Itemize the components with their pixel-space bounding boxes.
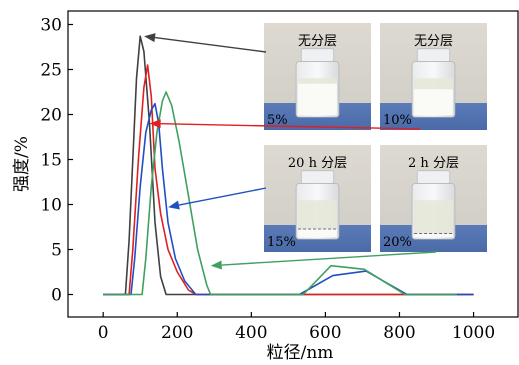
x-tick-label: 800	[383, 323, 415, 343]
photo-label-concentration: 10%	[383, 113, 412, 128]
y-tick-label: 30	[40, 16, 62, 36]
photo-label-status: 2 h 分层	[408, 156, 459, 171]
series-line-3	[103, 102, 474, 296]
bottle-milky-layer	[414, 89, 453, 116]
photo-inset-4: 2 h 分层 20%	[380, 145, 487, 252]
bottle-milky-layer	[298, 83, 337, 116]
bottle-cap	[300, 170, 335, 184]
y-tick-label: 15	[40, 151, 62, 171]
bottle-cap	[300, 48, 335, 62]
photo-label-status: 20 h 分层	[288, 156, 347, 171]
series-line-4	[103, 91, 457, 296]
bottle-cap	[416, 48, 451, 62]
series-line-2	[103, 64, 474, 296]
x-tick-label: 200	[161, 323, 193, 343]
y-axis-title: 强度/%	[12, 136, 32, 192]
y-tick-label: 20	[40, 106, 62, 126]
photo-label-status: 无分层	[298, 34, 337, 49]
annotation-arrows	[144, 33, 437, 270]
photo-inset-3: 20 h 分层 15%	[264, 145, 371, 252]
photo-label-concentration: 5%	[267, 113, 288, 128]
photo-insets: 无分层 5% 无分层 10% 20 h 分层 15% 2 h 分层 20%	[264, 23, 487, 252]
y-tick-label: 0	[51, 286, 62, 306]
y-tick-label: 25	[40, 61, 62, 81]
bottle-clear-layer	[298, 78, 337, 84]
annotation-arrowhead-4	[210, 260, 222, 270]
annotation-arrow-3	[178, 187, 267, 206]
x-tick-label: 1000	[452, 323, 495, 343]
photo-label-status: 无分层	[414, 34, 453, 49]
bottle-cap	[416, 170, 451, 184]
annotation-arrow-2	[160, 123, 421, 130]
bottle-clear-layer	[414, 200, 453, 234]
x-axis-title: 粒径/nm	[267, 343, 334, 363]
x-tick-label: 600	[309, 323, 341, 343]
y-tick-label: 10	[40, 196, 62, 216]
x-tick-label: 400	[235, 323, 267, 343]
annotation-arrowhead-1	[144, 33, 156, 43]
bottle-milky-layer	[298, 229, 337, 238]
annotation-arrow-1	[154, 36, 267, 53]
annotation-arrowhead-3	[168, 200, 180, 210]
photo-inset-2: 无分层 10%	[380, 23, 487, 130]
x-tick-label: 0	[98, 323, 109, 343]
annotation-arrow-4	[221, 251, 437, 266]
bottle-milky-layer	[414, 233, 453, 238]
photo-label-concentration: 20%	[383, 235, 412, 250]
bottle-clear-layer	[298, 200, 337, 230]
photo-inset-1: 无分层 5%	[264, 23, 371, 130]
photo-label-concentration: 15%	[267, 235, 296, 250]
series-layer	[103, 35, 474, 296]
axes: 0 200 400 600 800 1000 0 5 10 15 20 25 30	[40, 16, 495, 344]
y-tick-label: 5	[51, 241, 62, 261]
series-line-1	[103, 35, 474, 296]
annotation-arrowhead-2	[149, 119, 161, 129]
plot-frame	[67, 10, 519, 318]
bottle-clear-layer	[414, 78, 453, 90]
